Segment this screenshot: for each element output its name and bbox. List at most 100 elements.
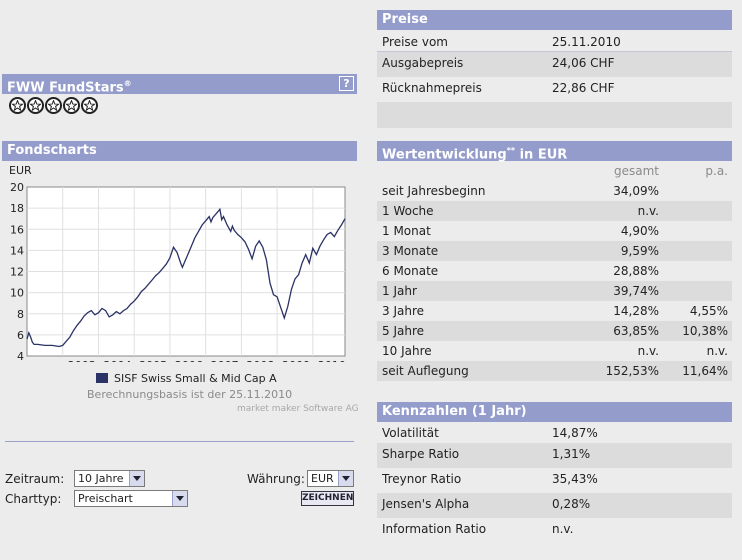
star-icon <box>63 97 80 114</box>
performance-total: 4,90% <box>620 224 659 238</box>
x-tick-label: 2006 <box>175 359 203 362</box>
star-icon <box>81 97 98 114</box>
chevron-down-icon[interactable] <box>338 471 353 486</box>
performance-total: n.v. <box>637 344 659 358</box>
charttyp-label: Charttyp: <box>5 492 62 506</box>
performance-total: 34,09% <box>613 184 659 198</box>
kennzahlen-row: Treynor Ratio 35,43% <box>377 468 732 493</box>
performance-total: 14,28% <box>613 304 659 318</box>
price-series-line <box>26 207 346 348</box>
performance-row: seit Auflegung 152,53% 11,64% <box>377 361 732 381</box>
kennzahlen-value: 1,31% <box>552 447 591 461</box>
y-tick-label: 10 <box>10 287 24 300</box>
kennzahlen-value: n.v. <box>552 522 574 536</box>
kennzahlen-value: 14,87% <box>552 426 598 440</box>
performance-label: 1 Woche <box>382 204 434 218</box>
performance-total: 28,88% <box>613 264 659 278</box>
performance-row: 1 Woche n.v. <box>377 201 732 221</box>
prices-label: Rücknahmepreis <box>382 81 482 95</box>
y-tick-label: 4 <box>17 350 24 362</box>
performance-row: 6 Monate 28,88% <box>377 261 732 281</box>
performance-label: 10 Jahre <box>382 344 432 358</box>
controls-divider <box>5 441 354 442</box>
kennzahlen-label: Information Ratio <box>382 522 487 536</box>
performance-pa: 11,64% <box>682 364 728 378</box>
performance-title-sup: ** <box>506 146 516 155</box>
y-tick-label: 6 <box>17 329 24 342</box>
performance-total: 39,74% <box>613 284 659 298</box>
performance-label: 6 Monate <box>382 264 439 278</box>
prices-value: 24,06 CHF <box>552 56 615 70</box>
prices-title: Preise <box>382 12 428 27</box>
x-tick-label: 2009 <box>282 359 310 362</box>
kennzahlen-title: Kennzahlen (1 Jahr) <box>382 404 527 419</box>
fundscharts-title: Fondscharts <box>7 143 97 158</box>
prices-label: Ausgabepreis <box>382 56 464 70</box>
waehrung-select[interactable]: EUR <box>307 470 354 487</box>
prices-label: Preise vom <box>382 35 448 49</box>
y-tick-label: 20 <box>10 181 24 194</box>
performance-pa: n.v. <box>706 344 728 358</box>
performance-label: 5 Jahre <box>382 324 424 338</box>
fundstars-rating <box>9 97 99 118</box>
kennzahlen-value: 0,28% <box>552 497 591 511</box>
prices-row: Ausgabepreis 24,06 CHF <box>377 52 732 77</box>
y-tick-label: 12 <box>10 266 24 279</box>
performance-row: 10 Jahre n.v. n.v. <box>377 341 732 361</box>
col-total-header: gesamt <box>614 164 659 178</box>
fundstars-title-sup: ® <box>123 79 132 88</box>
prices-value: 22,86 CHF <box>552 81 615 95</box>
performance-row: 1 Monat 4,90% <box>377 221 732 241</box>
y-tick-label: 16 <box>10 223 24 236</box>
calculation-basis: Berechnungsbasis ist der 25.11.2010 <box>87 388 293 401</box>
performance-row: 3 Jahre 14,28% 4,55% <box>377 301 732 321</box>
x-tick-label: 2008 <box>246 359 274 362</box>
performance-row: 1 Jahr 39,74% <box>377 281 732 301</box>
star-icon <box>9 97 26 114</box>
performance-total: 63,85% <box>613 324 659 338</box>
performance-row: 3 Monate 9,59% <box>377 241 732 261</box>
performance-title-suffix: in EUR <box>515 147 568 163</box>
chevron-down-icon[interactable] <box>172 491 187 506</box>
price-chart: 4 6 8 10 12 14 16 18 20 2003 2004 2005 2006 2007 2008 2… <box>9 164 346 362</box>
waehrung-value: EUR <box>311 472 334 485</box>
prices-header: Preise <box>377 10 732 30</box>
prices-row: Rücknahmepreis 22,86 CHF <box>377 77 732 102</box>
performance-total: 152,53% <box>605 364 659 378</box>
prices-table: Preise vom 25.11.2010 Ausgabepreis 24,06… <box>377 32 732 128</box>
fundstars-header: FWW FundStars® <box>2 74 357 96</box>
performance-label: 1 Monat <box>382 224 431 238</box>
performance-label: 1 Jahr <box>382 284 417 298</box>
fundscharts-header: Fondscharts <box>2 141 357 161</box>
x-tick-label: 2005 <box>139 359 167 362</box>
zeitraum-value: 10 Jahre <box>78 472 124 485</box>
kennzahlen-value: 35,43% <box>552 472 598 486</box>
software-credit: market maker Software AG <box>237 404 359 414</box>
zeitraum-select[interactable]: 10 Jahre <box>74 470 145 487</box>
help-button[interactable]: ? <box>339 76 354 91</box>
prices-value: 25.11.2010 <box>552 35 621 49</box>
legend-label: SISF Swiss Small & Mid Cap A <box>114 372 277 385</box>
zeitraum-label: Zeitraum: <box>5 472 65 486</box>
col-pa-header: p.a. <box>705 164 728 178</box>
kennzahlen-table: Volatilität 14,87% Sharpe Ratio 1,31% Treyno… <box>377 423 732 543</box>
performance-header: Wertentwicklung** in EUR <box>377 141 732 163</box>
y-tick-label: 8 <box>17 308 24 321</box>
performance-total: 9,59% <box>620 244 659 258</box>
performance-pa: 10,38% <box>682 324 728 338</box>
performance-table: gesamt p.a. seit Jahresbeginn 34,09% 1 Woc… <box>377 161 732 381</box>
kennzahlen-row: Information Ratio n.v. <box>377 518 732 543</box>
draw-button[interactable]: ZEICHNEN <box>301 491 354 506</box>
chevron-down-icon[interactable] <box>129 471 144 486</box>
fundstars-title: FWW FundStars <box>7 80 124 96</box>
star-icon <box>45 97 62 114</box>
performance-label: 3 Monate <box>382 244 439 258</box>
performance-pa: 4,55% <box>689 304 728 318</box>
charttyp-select[interactable]: Preischart <box>74 490 188 507</box>
x-tick-label: 2003 <box>68 359 96 362</box>
x-tick-label: 2010 <box>318 359 346 362</box>
performance-total: n.v. <box>637 204 659 218</box>
performance-title: Wertentwicklung <box>382 147 507 163</box>
performance-row: seit Jahresbeginn 34,09% <box>377 181 732 201</box>
y-tick-label: 14 <box>10 244 24 257</box>
